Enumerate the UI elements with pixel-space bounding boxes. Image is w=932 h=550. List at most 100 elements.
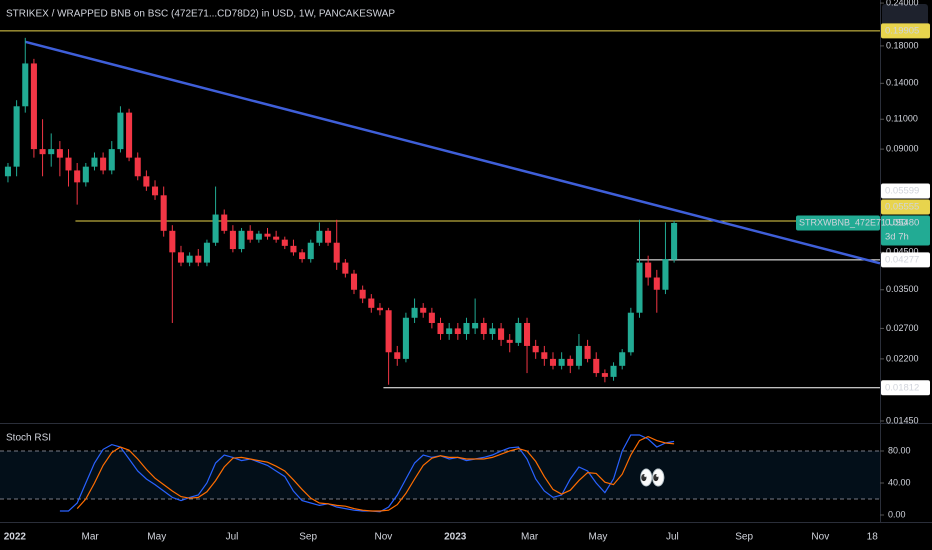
- candle-body: [325, 230, 332, 243]
- candle-body: [195, 255, 202, 263]
- candle-body: [428, 312, 435, 323]
- y-tick-label: 0.14000: [886, 78, 919, 88]
- x-tick-label: Mar: [521, 532, 539, 543]
- y-tick-label: 0.02200: [886, 353, 919, 363]
- candle-body: [489, 328, 496, 335]
- x-tick-label: Sep: [735, 532, 753, 543]
- y-tick-label: 0.11000: [886, 114, 918, 124]
- candle-body: [359, 289, 366, 299]
- stoch-tick-label: 40.00: [888, 477, 911, 487]
- candle-body: [13, 106, 20, 167]
- y-tick-label: 0.24000: [886, 0, 919, 7]
- candle-body: [549, 358, 557, 366]
- price-countdown: 3d 7h: [885, 232, 909, 243]
- candle-body: [65, 157, 72, 171]
- candle-body: [532, 345, 539, 353]
- candle-body: [454, 328, 461, 335]
- candle-body: [108, 149, 115, 171]
- price-label: 0.19905: [885, 25, 919, 36]
- x-tick-label: May: [147, 532, 166, 543]
- price-label-box: [881, 23, 930, 39]
- candle-body: [229, 230, 236, 250]
- candle-body: [281, 239, 288, 246]
- candle-body: [39, 149, 46, 155]
- candle-body: [420, 307, 427, 313]
- price-label-box: [881, 183, 930, 199]
- candle-body: [385, 310, 392, 353]
- candle-body: [524, 322, 531, 346]
- candle-body: [662, 259, 669, 290]
- candle-body: [567, 358, 574, 366]
- candle-body: [264, 233, 271, 237]
- candle-body: [593, 358, 600, 374]
- candle-body: [290, 245, 297, 253]
- candle-body: [22, 63, 29, 107]
- candle-body: [584, 345, 591, 359]
- candle-body: [498, 328, 505, 340]
- candle-body: [645, 262, 652, 278]
- y-tick-label: 0.04500: [886, 247, 919, 257]
- candle-body: [255, 233, 262, 240]
- candle-body: [82, 166, 89, 183]
- x-tick-label: Nov: [811, 532, 829, 543]
- stoch-tick-label: 0.00: [888, 509, 906, 519]
- candle-body: [515, 322, 522, 343]
- x-tick-label: Jul: [666, 532, 679, 543]
- stoch-band: [0, 451, 880, 499]
- price-label-box: [881, 252, 930, 268]
- candle-body: [212, 214, 219, 243]
- candle-body: [506, 339, 513, 343]
- x-tick-label: May: [589, 532, 608, 543]
- candle-body: [152, 186, 159, 196]
- candle-body: [402, 317, 409, 359]
- candle-body: [333, 242, 340, 263]
- candle-body: [307, 242, 314, 260]
- candle-body: [446, 328, 453, 335]
- candle-body: [619, 352, 626, 366]
- candle-body: [126, 112, 133, 158]
- candle-body: [169, 230, 176, 253]
- candle-body: [342, 262, 349, 274]
- candle-body: [4, 166, 11, 177]
- stoch-line: [76, 435, 675, 512]
- y-tick-label: 0.09000: [886, 143, 919, 153]
- candle-body: [671, 222, 678, 260]
- x-tick-label: Jul: [226, 532, 239, 543]
- candle-body: [472, 322, 479, 329]
- candle-body: [541, 352, 548, 359]
- candle-body: [411, 307, 418, 318]
- symbol-label-box: [796, 215, 880, 231]
- trendline: [24, 40, 881, 265]
- toolbar-box[interactable]: [882, 4, 928, 26]
- candle-body: [394, 352, 401, 359]
- candle-body: [160, 195, 167, 231]
- y-tick-label: 0.02700: [886, 323, 919, 333]
- candle-body: [143, 176, 150, 187]
- x-tick-label: Mar: [82, 532, 100, 543]
- price-label-box: [881, 380, 930, 396]
- y-tick-label: 0.18000: [886, 40, 919, 50]
- candle-body: [177, 252, 185, 263]
- candle-body: [238, 230, 245, 250]
- price-label: 0.01812: [885, 382, 919, 393]
- candle-body: [273, 236, 280, 240]
- chart-title: STRIKEX / WRAPPED BNB on BSC (472E71...C…: [6, 9, 395, 20]
- candle-body: [186, 255, 193, 263]
- candle-body: [610, 365, 617, 377]
- symbol-label: STRXWBNB_472E71.USD: [799, 217, 908, 227]
- candle-body: [636, 262, 643, 313]
- y-tick-label: 0.03500: [886, 284, 919, 294]
- candle-body: [91, 157, 98, 167]
- candle-body: [627, 312, 634, 353]
- price-label: 0.05599: [885, 186, 919, 197]
- annotation: 👀: [639, 465, 666, 490]
- candle-body: [100, 157, 107, 171]
- price-label: 0.05555: [885, 202, 919, 213]
- price-label: 0.04277: [885, 254, 919, 265]
- candle-body: [117, 112, 124, 150]
- candle-body: [203, 242, 210, 263]
- candle-body: [653, 277, 660, 290]
- stoch-tick-label: 80.00: [888, 445, 911, 455]
- candle-body: [316, 230, 323, 243]
